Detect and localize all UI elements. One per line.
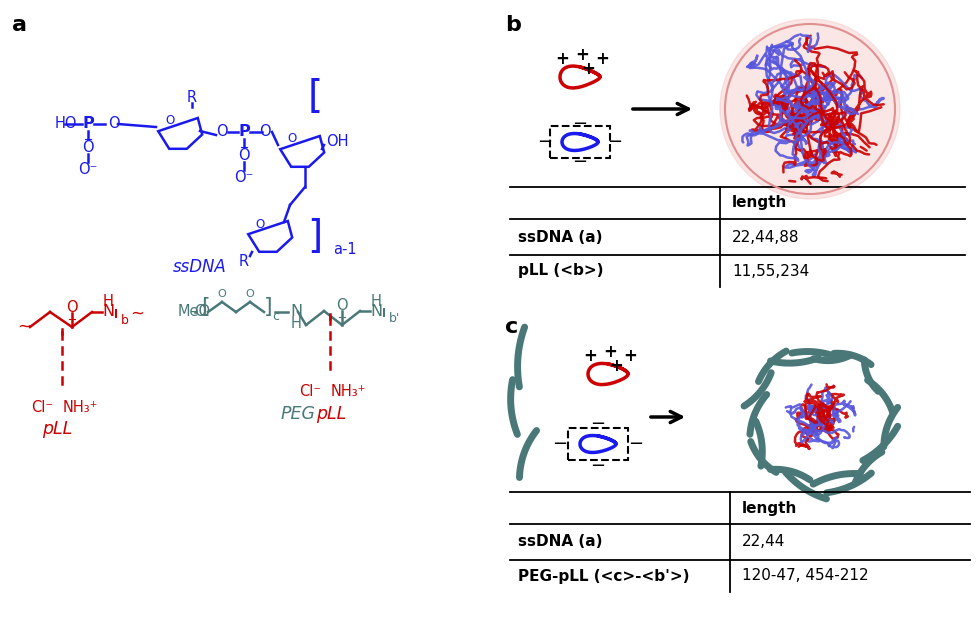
Text: −: − xyxy=(590,457,606,475)
Text: +: + xyxy=(603,343,617,361)
Text: ssDNA (a): ssDNA (a) xyxy=(518,229,603,245)
Text: +: + xyxy=(575,46,589,64)
Text: ssDNA (a): ssDNA (a) xyxy=(518,534,603,550)
Text: −: − xyxy=(572,153,588,171)
Text: 11,55,234: 11,55,234 xyxy=(732,264,809,278)
Text: −: − xyxy=(553,435,567,453)
Text: Cl⁻: Cl⁻ xyxy=(299,385,321,399)
Text: PEG-pLL (<c>-<b'>): PEG-pLL (<c>-<b'>) xyxy=(518,568,690,583)
Text: −: − xyxy=(572,115,588,133)
Text: ]: ] xyxy=(308,218,322,256)
Text: c: c xyxy=(272,310,279,324)
Text: −: − xyxy=(537,133,553,151)
Text: ~: ~ xyxy=(17,318,31,336)
Text: O: O xyxy=(82,140,94,155)
Text: H: H xyxy=(290,317,302,331)
Text: O: O xyxy=(238,148,250,162)
Text: O: O xyxy=(194,304,206,320)
Text: H: H xyxy=(103,294,114,310)
Text: R: R xyxy=(187,90,197,104)
Text: [: [ xyxy=(308,78,322,116)
Text: Cl⁻: Cl⁻ xyxy=(31,399,53,415)
Text: O: O xyxy=(246,289,255,299)
Text: ~: ~ xyxy=(130,305,144,323)
Text: O: O xyxy=(259,124,270,140)
Text: R: R xyxy=(239,255,249,269)
Text: 22,44: 22,44 xyxy=(742,534,785,550)
Text: +: + xyxy=(623,347,637,365)
Text: +: + xyxy=(609,357,623,375)
Text: O: O xyxy=(67,299,77,315)
Text: O: O xyxy=(336,297,348,313)
Text: O: O xyxy=(256,217,265,231)
Text: −: − xyxy=(628,435,644,453)
Text: N: N xyxy=(290,304,302,320)
Text: [: [ xyxy=(201,297,210,317)
Text: NH₃⁺: NH₃⁺ xyxy=(330,385,366,399)
Text: b: b xyxy=(505,15,521,35)
Text: length: length xyxy=(742,501,798,515)
Text: a-1: a-1 xyxy=(333,243,357,257)
Text: O⁻: O⁻ xyxy=(78,162,98,178)
Text: +: + xyxy=(595,50,609,68)
Text: OH: OH xyxy=(326,134,349,150)
Text: O: O xyxy=(217,124,227,140)
Text: a: a xyxy=(12,15,27,35)
Text: length: length xyxy=(732,196,787,210)
Text: N: N xyxy=(102,304,114,320)
Text: pLL: pLL xyxy=(316,405,346,423)
Text: NH₃⁺: NH₃⁺ xyxy=(63,399,98,415)
Text: c: c xyxy=(505,317,518,337)
Text: +: + xyxy=(555,50,569,68)
Text: HO: HO xyxy=(55,117,77,131)
Text: b: b xyxy=(121,313,129,327)
Text: N: N xyxy=(369,303,382,318)
Text: H: H xyxy=(370,294,381,308)
Text: 22,44,88: 22,44,88 xyxy=(732,229,800,245)
Text: O: O xyxy=(166,115,174,127)
Text: b': b' xyxy=(389,313,401,326)
Text: pLL (<b>): pLL (<b>) xyxy=(518,264,604,278)
Text: O: O xyxy=(287,132,297,145)
Text: pLL: pLL xyxy=(42,420,73,438)
Bar xyxy=(550,126,610,158)
Text: +: + xyxy=(583,347,597,365)
Text: PEG: PEG xyxy=(281,405,316,423)
Text: 120-47, 454-212: 120-47, 454-212 xyxy=(742,568,868,583)
Text: ]: ] xyxy=(264,297,272,317)
Text: ssDNA: ssDNA xyxy=(173,258,227,276)
Text: P: P xyxy=(238,124,250,140)
Text: O: O xyxy=(108,117,120,131)
Text: O⁻: O⁻ xyxy=(234,171,254,185)
Text: P: P xyxy=(82,117,94,131)
Bar xyxy=(568,428,628,460)
Text: MeO: MeO xyxy=(178,304,211,320)
Text: −: − xyxy=(608,133,622,151)
Text: −: − xyxy=(590,415,606,433)
Text: +: + xyxy=(581,60,595,78)
Text: O: O xyxy=(218,289,226,299)
Circle shape xyxy=(720,19,900,199)
